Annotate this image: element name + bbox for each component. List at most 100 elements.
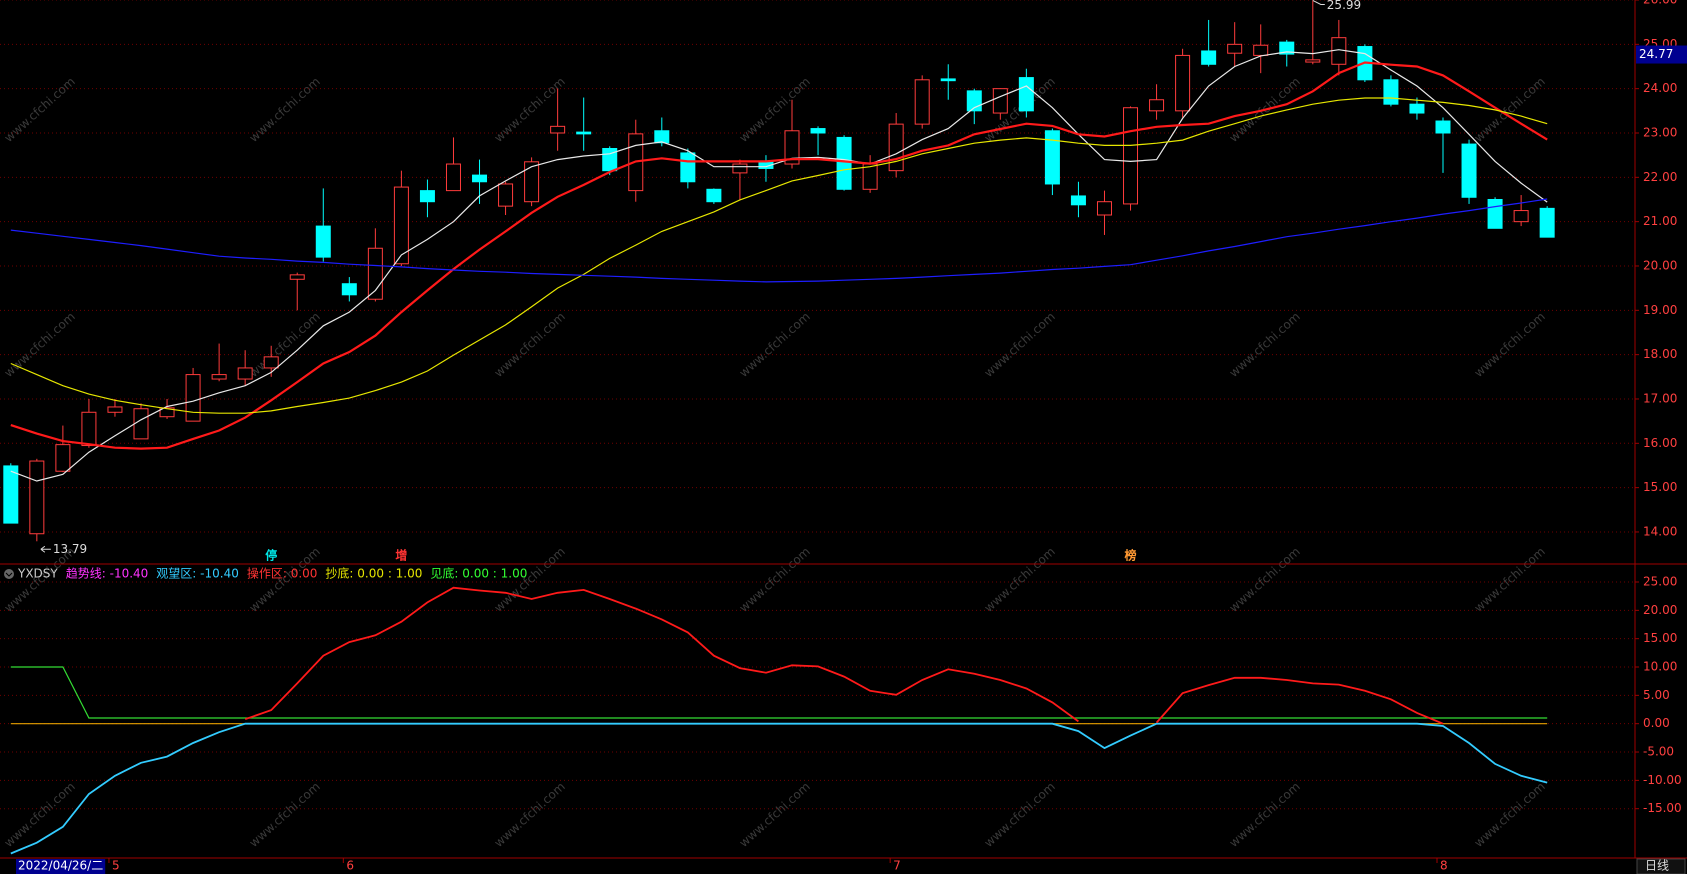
candle-body <box>888 123 904 172</box>
watermark: www.cfchi.com <box>1472 779 1548 850</box>
candle-body <box>498 183 514 207</box>
watermark: www.cfchi.com <box>247 779 323 850</box>
candle-body <box>3 465 19 524</box>
candle-body <box>133 408 149 440</box>
moving-average <box>10 97 1548 414</box>
y-tick-label: 0.00 <box>1643 716 1670 730</box>
candle-body <box>159 407 175 418</box>
candle-body <box>419 190 435 203</box>
watermark: www.cfchi.com <box>737 544 813 615</box>
candle-body <box>1070 195 1086 206</box>
candle-body <box>1175 54 1191 112</box>
y-tick-label: 15.00 <box>1643 631 1677 645</box>
y-tick-label: 25.00 <box>1643 575 1677 589</box>
candle-body <box>1018 77 1034 112</box>
y-tick-label: -15.00 <box>1643 801 1682 815</box>
candle-body <box>367 247 383 300</box>
candle-body <box>237 367 253 380</box>
watermark: www.cfchi.com <box>492 74 568 145</box>
y-tick-label: -5.00 <box>1643 745 1674 759</box>
y-tick-label: 20.00 <box>1643 603 1677 617</box>
high-label: 25.99 <box>1327 0 1361 12</box>
x-tick-label: 5 <box>112 859 120 873</box>
watermark: www.cfchi.com <box>1227 779 1303 850</box>
candle-body <box>1383 79 1399 105</box>
candle-body <box>1149 99 1165 112</box>
watermark: www.cfchi.com <box>492 309 568 380</box>
y-tick-label: 16.00 <box>1643 436 1677 450</box>
period-box <box>1636 858 1686 874</box>
candle-body <box>706 188 722 203</box>
watermark: www.cfchi.com <box>1227 544 1303 615</box>
candle-body <box>1096 201 1112 216</box>
candle-body <box>1305 59 1321 63</box>
y-tick-label: 15.00 <box>1643 480 1677 494</box>
x-tick-label: 6 <box>346 859 354 873</box>
legend-entry: 趋势线: -10.40 <box>66 567 149 581</box>
watermark: www.cfchi.com <box>1472 74 1548 145</box>
watermark: www.cfchi.com <box>2 309 78 380</box>
collapse-icon <box>5 572 13 577</box>
watermark: www.cfchi.com <box>737 74 813 145</box>
candle-body <box>263 356 279 369</box>
watermark: www.cfchi.com <box>2 74 78 145</box>
y-tick-label: 22.00 <box>1643 170 1677 184</box>
candle-body <box>576 131 592 135</box>
candle-body <box>1409 103 1425 114</box>
candle-body <box>211 374 227 380</box>
period: 日线 <box>1645 859 1669 873</box>
y-tick-label: -10.00 <box>1643 773 1682 787</box>
moving-average <box>10 61 1548 450</box>
indicator-line <box>10 722 1548 855</box>
y-tick-label: 5.00 <box>1643 688 1670 702</box>
indicator-name: YXDSY <box>17 567 58 581</box>
candle-body <box>1487 198 1503 229</box>
watermark: www.cfchi.com <box>982 309 1058 380</box>
candle-body <box>55 444 71 472</box>
indicator-line <box>10 666 1548 719</box>
watermark: www.cfchi.com <box>1472 544 1548 615</box>
y-tick-label: 20.00 <box>1643 258 1677 272</box>
moving-average <box>10 198 1548 283</box>
candle-body <box>1201 50 1217 65</box>
candle-body <box>836 136 852 190</box>
annotation-arrow <box>40 545 51 553</box>
watermark: www.cfchi.com <box>1227 309 1303 380</box>
price-tag-box <box>1636 45 1687 64</box>
candle-body <box>29 460 45 535</box>
candle-body <box>107 406 123 413</box>
candle-body <box>289 274 305 280</box>
candle-body <box>810 128 826 134</box>
y-tick-label: 24.00 <box>1643 81 1677 95</box>
candle-body <box>315 225 331 258</box>
y-tick-label: 21.00 <box>1643 214 1677 228</box>
watermark: www.cfchi.com <box>737 309 813 380</box>
watermark: www.cfchi.com <box>2 779 78 850</box>
watermark: www.cfchi.com <box>982 544 1058 615</box>
legend-entry: 抄底: 0.00 : 1.00 <box>325 566 422 581</box>
candle-body <box>940 78 956 82</box>
candle-body <box>914 79 930 125</box>
price-tag: 24.77 <box>1639 47 1673 61</box>
candle-body <box>1123 107 1139 205</box>
legend-entry: 观望区: -10.40 <box>156 567 239 581</box>
collapse-icon <box>4 569 14 579</box>
signal: 增 <box>395 548 407 563</box>
y-tick-label: 26.00 <box>1643 0 1677 7</box>
watermark: www.cfchi.com <box>982 779 1058 850</box>
watermark: www.cfchi.com <box>247 309 323 380</box>
cursor-date: 2022/04/26/二 <box>18 859 103 873</box>
candle-body <box>524 161 540 203</box>
indicator-line <box>244 586 1444 725</box>
signal: 停 <box>265 548 277 563</box>
watermark: www.cfchi.com <box>247 74 323 145</box>
candle-body <box>393 186 409 265</box>
candle-body <box>445 163 461 192</box>
y-tick-label: 23.00 <box>1643 125 1677 139</box>
candle-body <box>1513 210 1529 223</box>
candle-body <box>1279 41 1295 55</box>
annotation-arrow <box>1312 0 1325 5</box>
watermark: www.cfchi.com <box>737 779 813 850</box>
y-tick-label: 19.00 <box>1643 303 1677 317</box>
candle-body <box>1461 143 1477 198</box>
